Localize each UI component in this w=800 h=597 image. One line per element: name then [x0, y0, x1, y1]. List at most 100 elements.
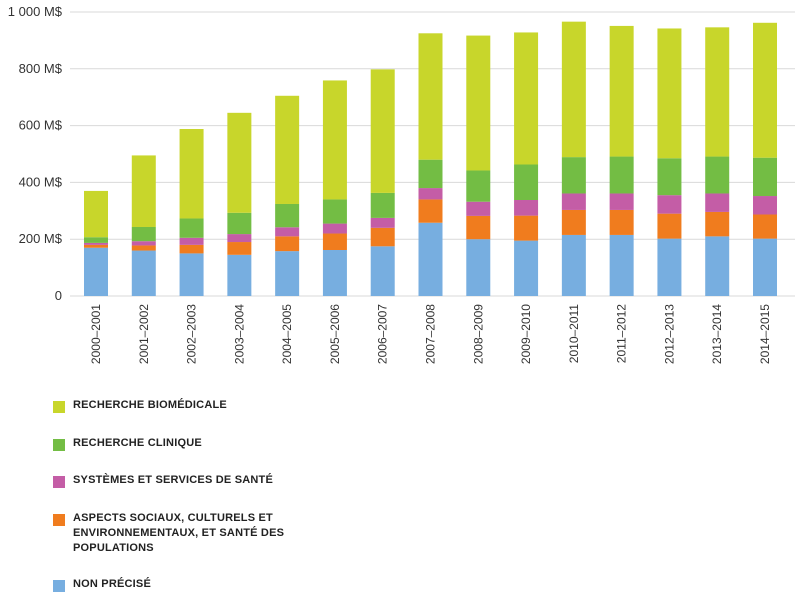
bar-segment	[275, 203, 300, 228]
x-tick-label: 2000–2001	[89, 304, 103, 364]
x-tick-label: 2002–2003	[185, 304, 199, 364]
bar-segment	[179, 129, 204, 219]
bar-segment	[322, 223, 347, 234]
bar-segment	[705, 156, 730, 194]
bar-segment	[514, 32, 539, 165]
bar-segment	[609, 25, 634, 157]
bar-segment	[514, 215, 539, 241]
bar-segment	[131, 250, 156, 296]
bar-segment	[514, 240, 539, 296]
bar-segment	[705, 27, 730, 157]
bar-segment	[753, 22, 777, 158]
bar-segment	[131, 226, 156, 242]
x-tick-label: 2008–2009	[471, 304, 485, 364]
bar-segment	[466, 35, 491, 171]
bar-segment	[609, 156, 634, 194]
bar-segment	[753, 157, 777, 197]
bar-segment	[418, 33, 443, 160]
bar-segment	[227, 242, 252, 255]
bar-segment	[227, 234, 252, 243]
bar-segment	[322, 233, 347, 250]
bar-segment	[466, 215, 491, 240]
legend-swatch	[53, 514, 65, 526]
bar-segment	[84, 244, 108, 248]
bar-segment	[705, 236, 730, 296]
bar-segment	[275, 236, 300, 252]
bar-segment	[131, 245, 156, 251]
bar-segment	[84, 237, 108, 243]
y-tick-label: 600 M$	[19, 118, 63, 133]
bar-segment	[322, 249, 347, 296]
y-axis-tick-labels: 0 200 M$ 400 M$ 600 M$ 800 M$ 1 000 M$	[8, 4, 63, 303]
bar-segment	[179, 218, 204, 238]
x-tick-label: 2007–2008	[424, 304, 438, 364]
bar-segment	[514, 164, 539, 201]
bar-segment	[131, 241, 156, 246]
legend-label: ASPECTS SOCIAUX, CULTURELS ET ENVIRONNEM…	[73, 512, 285, 554]
bar-segment	[657, 195, 682, 214]
bar-segment	[657, 28, 682, 159]
bar-segment	[370, 217, 395, 228]
legend-item-non-precise: NON PRÉCISÉ	[53, 577, 151, 592]
bar-segment	[370, 192, 395, 218]
bar-segment	[322, 80, 347, 200]
x-tick-label: 2011–2012	[615, 304, 629, 364]
x-tick-label: 2003–2004	[232, 304, 246, 364]
bar-segment	[275, 95, 300, 204]
legend-swatch	[53, 580, 65, 592]
bar-segment	[657, 238, 682, 296]
x-tick-label: 2012–2013	[662, 304, 676, 364]
bar-segment	[561, 157, 586, 194]
bar-segment	[753, 196, 777, 215]
x-tick-label: 2006–2007	[376, 304, 390, 364]
bar-segment	[84, 247, 108, 296]
legend-item-clinique: RECHERCHE CLINIQUE	[53, 436, 202, 451]
bar-segment	[370, 69, 395, 193]
bar-segment	[657, 213, 682, 239]
bar-segment	[227, 212, 252, 235]
bar-segment	[609, 193, 634, 210]
bar-segment	[561, 21, 586, 158]
bar-segment	[179, 237, 204, 245]
legend-swatch	[53, 439, 65, 451]
y-tick-label: 800 M$	[19, 61, 63, 76]
y-tick-label: 400 M$	[19, 174, 63, 189]
legend-item-systemes: SYSTÈMES ET SERVICES DE SANTÉ	[53, 473, 273, 488]
x-tick-label: 2005–2006	[328, 304, 342, 364]
bar-segment	[418, 188, 443, 200]
x-tick-label: 2013–2014	[710, 304, 724, 364]
legend-item-aspects-sociaux: ASPECTS SOCIAUX, CULTURELS ET ENVIRONNEM…	[53, 511, 313, 556]
bar-segment	[466, 239, 491, 296]
legend-item-biomedicale: RECHERCHE BIOMÉDICALE	[53, 398, 227, 413]
bar-segment	[179, 253, 204, 296]
bar-segment	[657, 158, 682, 196]
y-tick-label: 200 M$	[19, 231, 63, 246]
bar-segment	[609, 234, 634, 296]
bar-segment	[418, 199, 443, 223]
bars	[84, 21, 777, 296]
x-tick-label: 2001–2002	[137, 304, 151, 364]
bar-segment	[84, 190, 108, 238]
bar-segment	[227, 254, 252, 296]
bar-segment	[466, 201, 491, 216]
legend-label: SYSTÈMES ET SERVICES DE SANTÉ	[73, 474, 273, 486]
x-tick-label: 2009–2010	[519, 304, 533, 364]
bar-segment	[514, 200, 539, 216]
bar-segment	[370, 227, 395, 247]
legend-swatch	[53, 476, 65, 488]
bar-segment	[84, 242, 108, 245]
bar-segment	[705, 211, 730, 237]
legend-swatch	[53, 401, 65, 413]
bar-segment	[275, 251, 300, 296]
bar-segment	[753, 238, 777, 296]
bar-segment	[466, 170, 491, 202]
bar-segment	[561, 234, 586, 296]
bar-segment	[131, 155, 156, 227]
legend-label: RECHERCHE BIOMÉDICALE	[73, 399, 227, 411]
stacked-bar-chart: 0 200 M$ 400 M$ 600 M$ 800 M$ 1 000 M$ 2000–2…	[8, 4, 795, 364]
bar-segment	[322, 199, 347, 224]
x-tick-label: 2014–2015	[758, 304, 772, 364]
y-tick-label: 0	[55, 288, 62, 303]
bar-segment	[179, 244, 204, 254]
bar-segment	[370, 246, 395, 296]
